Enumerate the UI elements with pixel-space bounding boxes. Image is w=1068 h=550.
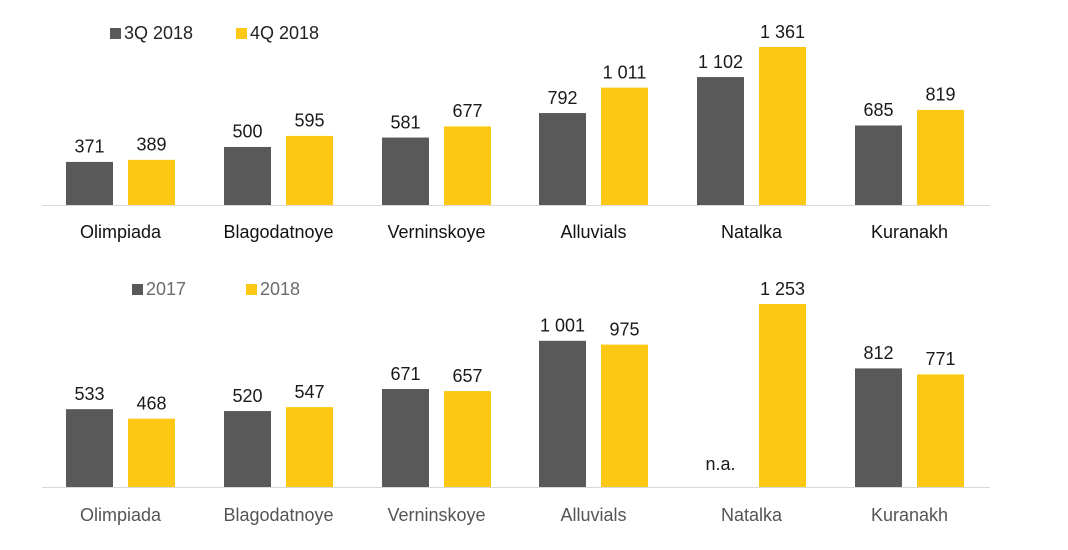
bar-kuranakh-3q-2018 xyxy=(855,125,902,205)
data-label: 677 xyxy=(452,101,482,121)
data-label: 685 xyxy=(863,100,893,120)
bar-alluvials-3q-2018 xyxy=(539,113,586,205)
bar-blagodatnoye-4q-2018 xyxy=(286,135,333,205)
bar-natalka-4q-2018 xyxy=(759,47,806,205)
data-label: 792 xyxy=(547,88,577,108)
data-label: 581 xyxy=(390,112,420,132)
legend-label-3q-2018: 3Q 2018 xyxy=(124,23,193,43)
data-label: n.a. xyxy=(705,454,735,474)
bar-verninskoye-4q-2018 xyxy=(444,126,491,205)
data-label: 389 xyxy=(136,135,166,155)
category-label: Kuranakh xyxy=(871,505,948,525)
data-label: 1 361 xyxy=(760,22,805,42)
data-label: 371 xyxy=(74,137,104,157)
bar-olimpiada-2018 xyxy=(128,418,175,487)
legend-label-4q-2018: 4Q 2018 xyxy=(250,23,319,43)
bar-olimpiada-3q-2018 xyxy=(66,161,113,205)
category-label: Olimpiada xyxy=(80,505,162,525)
legend-swatch-3q-2018 xyxy=(110,28,121,39)
category-label: Natalka xyxy=(721,222,783,242)
bar-natalka-2018 xyxy=(759,304,806,487)
category-label: Natalka xyxy=(721,505,783,525)
bar-blagodatnoye-3q-2018 xyxy=(224,146,271,205)
legend-swatch-4q-2018 xyxy=(236,28,247,39)
bar-blagodatnoye-2017 xyxy=(224,411,271,487)
category-label: Blagodatnoye xyxy=(223,505,333,525)
bar-verninskoye-3q-2018 xyxy=(382,137,429,205)
legend-label-2018: 2018 xyxy=(260,279,300,299)
data-label: 1 011 xyxy=(603,62,647,82)
legend-swatch-2017 xyxy=(132,284,143,295)
data-label: 520 xyxy=(232,386,262,406)
data-label: 975 xyxy=(609,319,639,339)
bar-kuranakh-4q-2018 xyxy=(917,109,964,205)
data-label: 812 xyxy=(863,343,893,363)
category-label: Alluvials xyxy=(560,222,626,242)
data-label: 1 001 xyxy=(540,316,585,336)
bar-natalka-3q-2018 xyxy=(697,77,744,205)
bar-olimpiada-2017 xyxy=(66,409,113,487)
legend-swatch-2018 xyxy=(246,284,257,295)
data-label: 657 xyxy=(452,366,482,386)
data-label: 500 xyxy=(232,122,262,142)
data-label: 468 xyxy=(136,393,166,413)
category-label: Verninskoye xyxy=(387,505,485,525)
legend-label-2017: 2017 xyxy=(146,279,186,299)
bar-verninskoye-2017 xyxy=(382,389,429,487)
category-label: Kuranakh xyxy=(871,222,948,242)
data-label: 1 253 xyxy=(760,279,805,299)
bar-kuranakh-2017 xyxy=(855,368,902,487)
data-label: 671 xyxy=(390,364,420,384)
bar-verninskoye-2018 xyxy=(444,391,491,487)
bar-kuranakh-2018 xyxy=(917,374,964,487)
bar-alluvials-4q-2018 xyxy=(601,87,648,205)
category-label: Alluvials xyxy=(560,505,626,525)
data-label: 819 xyxy=(925,85,955,105)
bar-blagodatnoye-2018 xyxy=(286,407,333,487)
data-label: 1 102 xyxy=(698,52,743,72)
bar-alluvials-2018 xyxy=(601,344,648,487)
data-label: 771 xyxy=(925,349,955,369)
data-label: 533 xyxy=(74,384,104,404)
category-label: Olimpiada xyxy=(80,222,162,242)
data-label: 547 xyxy=(294,382,324,402)
chart-panel-2: 2017 2018 533 468 Olimpiada 520 547 Blagodatnoy… xyxy=(42,279,990,525)
data-label: 595 xyxy=(294,111,324,131)
bar-olimpiada-4q-2018 xyxy=(128,159,175,205)
bar-alluvials-2017 xyxy=(539,340,586,487)
chart-panel-1: 3Q 2018 4Q 2018 371 389 Olimpiada 500 595 Blago… xyxy=(42,22,990,242)
category-label: Blagodatnoye xyxy=(223,222,333,242)
category-label: Verninskoye xyxy=(387,222,485,242)
